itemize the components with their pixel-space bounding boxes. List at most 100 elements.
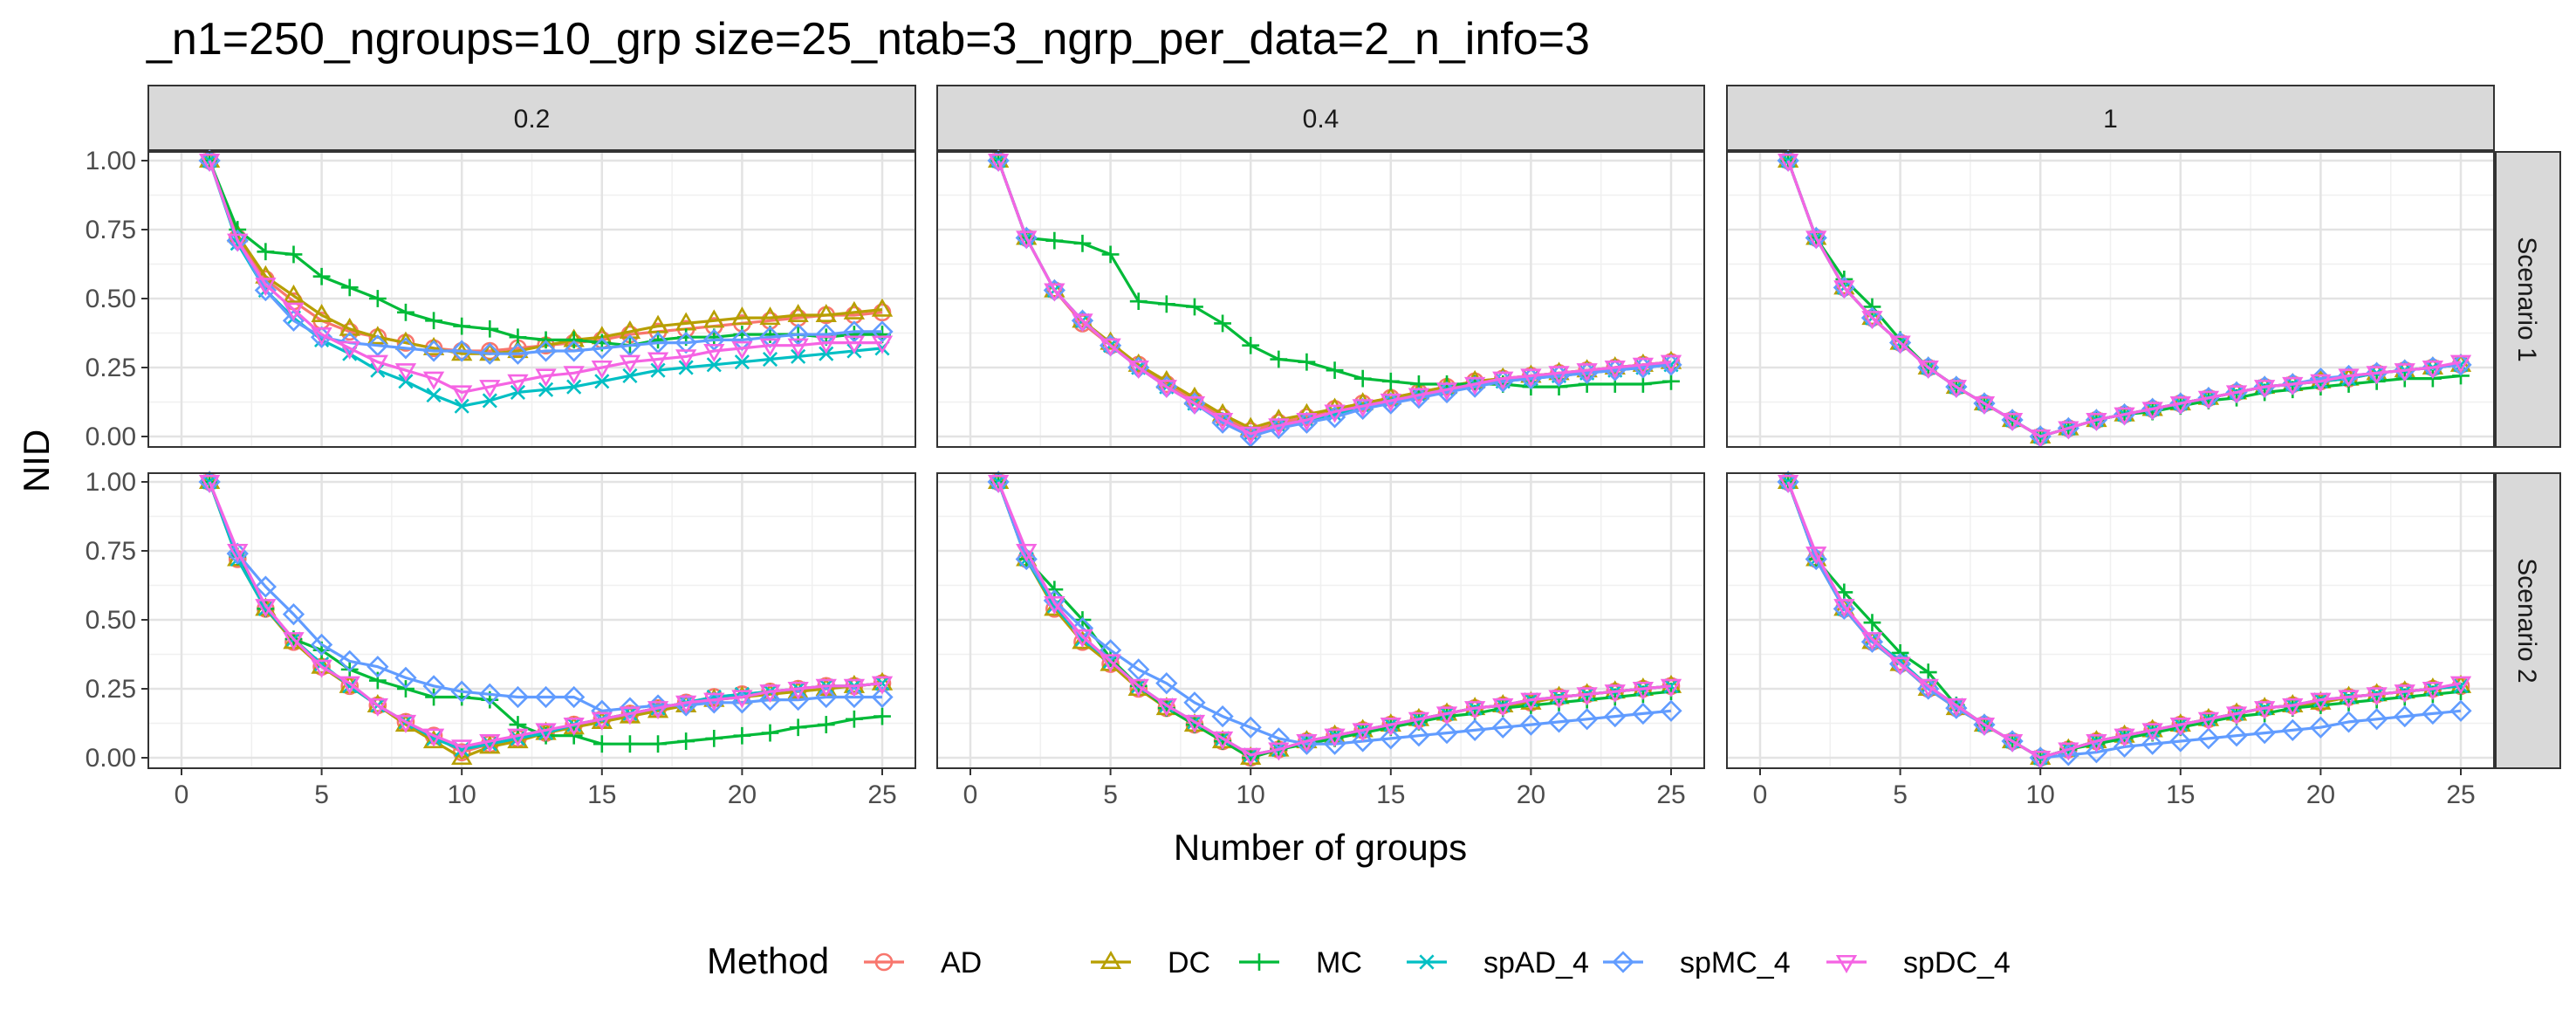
data-point: [591, 337, 613, 360]
data-point: [312, 267, 331, 285]
data-point: [843, 320, 866, 343]
data-point: [1889, 331, 1911, 350]
data-point: [1660, 699, 1682, 722]
data-point: [675, 695, 697, 714]
data-point: [1435, 721, 1458, 745]
data-point: [422, 371, 445, 390]
data-point: [1155, 698, 1177, 717]
data-point: [1323, 732, 1346, 755]
data-point: [1211, 731, 1234, 750]
data-point: [311, 304, 332, 323]
data-point: [339, 331, 361, 354]
data-point: [563, 718, 585, 737]
data-point: [563, 366, 585, 385]
data-point: [1324, 404, 1346, 423]
data-point: [1863, 614, 1881, 632]
data-point: [1520, 692, 1542, 711]
data-point: [2281, 718, 2304, 742]
data-point: [1270, 350, 1288, 368]
series-line: [997, 481, 1672, 757]
data-point: [1352, 730, 1374, 753]
data-point: [1861, 306, 1883, 326]
data-point: [1464, 701, 1486, 720]
legend-label: DC: [1168, 946, 1210, 979]
facet-strip-bg: [2495, 472, 2561, 769]
data-point: [1973, 718, 1996, 737]
y-tick-label: 0.50: [86, 606, 136, 635]
data-point: [845, 710, 863, 728]
x-tick-label: 20: [728, 780, 757, 809]
data-point: [1660, 678, 1682, 698]
data-point: [478, 683, 501, 705]
data-point: [2169, 730, 2192, 753]
data-point: [2001, 733, 2024, 753]
data-point: [1464, 376, 1486, 395]
data-point: [422, 728, 445, 747]
data-point: [451, 385, 473, 404]
data-point: [706, 357, 722, 373]
facet-strip-row: Scenario 2: [2495, 472, 2561, 769]
data-point: [283, 632, 305, 651]
data-point: [1833, 276, 1855, 295]
data-point: [367, 656, 389, 678]
data-point: [565, 331, 583, 349]
facet-panel: 0 5 10 15 20 25: [936, 471, 1705, 809]
data-point: [2197, 727, 2220, 750]
data-point: [731, 690, 753, 709]
data-point: [759, 338, 781, 357]
data-point: [987, 474, 1010, 493]
data-point: [1604, 684, 1626, 704]
data-point: [1183, 714, 1206, 733]
data-point: [2225, 385, 2248, 404]
facet-strip-label: Scenario 1: [2512, 237, 2541, 361]
data-point: [2086, 412, 2107, 431]
data-point: [787, 681, 809, 700]
facet-strip-label: 1: [2103, 105, 2118, 134]
legend-label: AD: [941, 946, 982, 979]
data-point: [815, 304, 837, 323]
data-point: [703, 343, 725, 362]
data-point: [1157, 295, 1175, 313]
data-point: [1548, 690, 1570, 709]
data-point: [2338, 368, 2360, 388]
data-point: [1917, 678, 1939, 698]
data-point: [422, 340, 445, 362]
x-tick-label: 5: [314, 780, 329, 809]
data-point: [367, 326, 388, 345]
data-point: [2338, 690, 2360, 709]
data-point: [425, 688, 442, 706]
data-point: [1100, 338, 1121, 357]
facet-strip-label: Scenario 2: [2512, 558, 2541, 683]
facet-panel: 0.00 0.25 0.50 0.75 1.00 0 5 10 15 20 25: [86, 468, 916, 809]
x-tick-label: 10: [1237, 780, 1265, 809]
legend-label: spMC_4: [1680, 946, 1791, 979]
data-point: [1186, 298, 1203, 316]
series-spDC_4: [987, 153, 1682, 445]
data-point: [1044, 278, 1065, 298]
series-spDC_4: [987, 474, 1682, 766]
x-tick-label: 25: [2446, 780, 2475, 809]
data-point: [198, 153, 221, 172]
data-point: [1805, 230, 1827, 250]
data-point: [2366, 366, 2388, 385]
series-line: [1786, 481, 2462, 760]
data-point: [2453, 678, 2469, 694]
data-point: [1268, 418, 1290, 437]
data-point: [397, 303, 414, 321]
data-point: [787, 323, 810, 346]
data-point: [1491, 716, 1514, 739]
data-point: [759, 684, 781, 704]
y-axis-label: NID: [16, 430, 57, 492]
data-point: [2114, 407, 2135, 426]
facet-panel: 0 5 10 15 20 25: [1726, 471, 2495, 809]
data-point: [2337, 711, 2360, 733]
data-point: [871, 320, 894, 343]
data-point: [2030, 429, 2052, 448]
legend-label: spDC_4: [1903, 946, 2011, 979]
data-point: [871, 298, 894, 317]
data-point: [1408, 388, 1430, 407]
legend-title: Method: [707, 940, 829, 981]
data-point: [1074, 631, 1091, 647]
data-point: [367, 334, 389, 357]
legend-item-spMC_4: spMC_4: [1603, 946, 1791, 979]
